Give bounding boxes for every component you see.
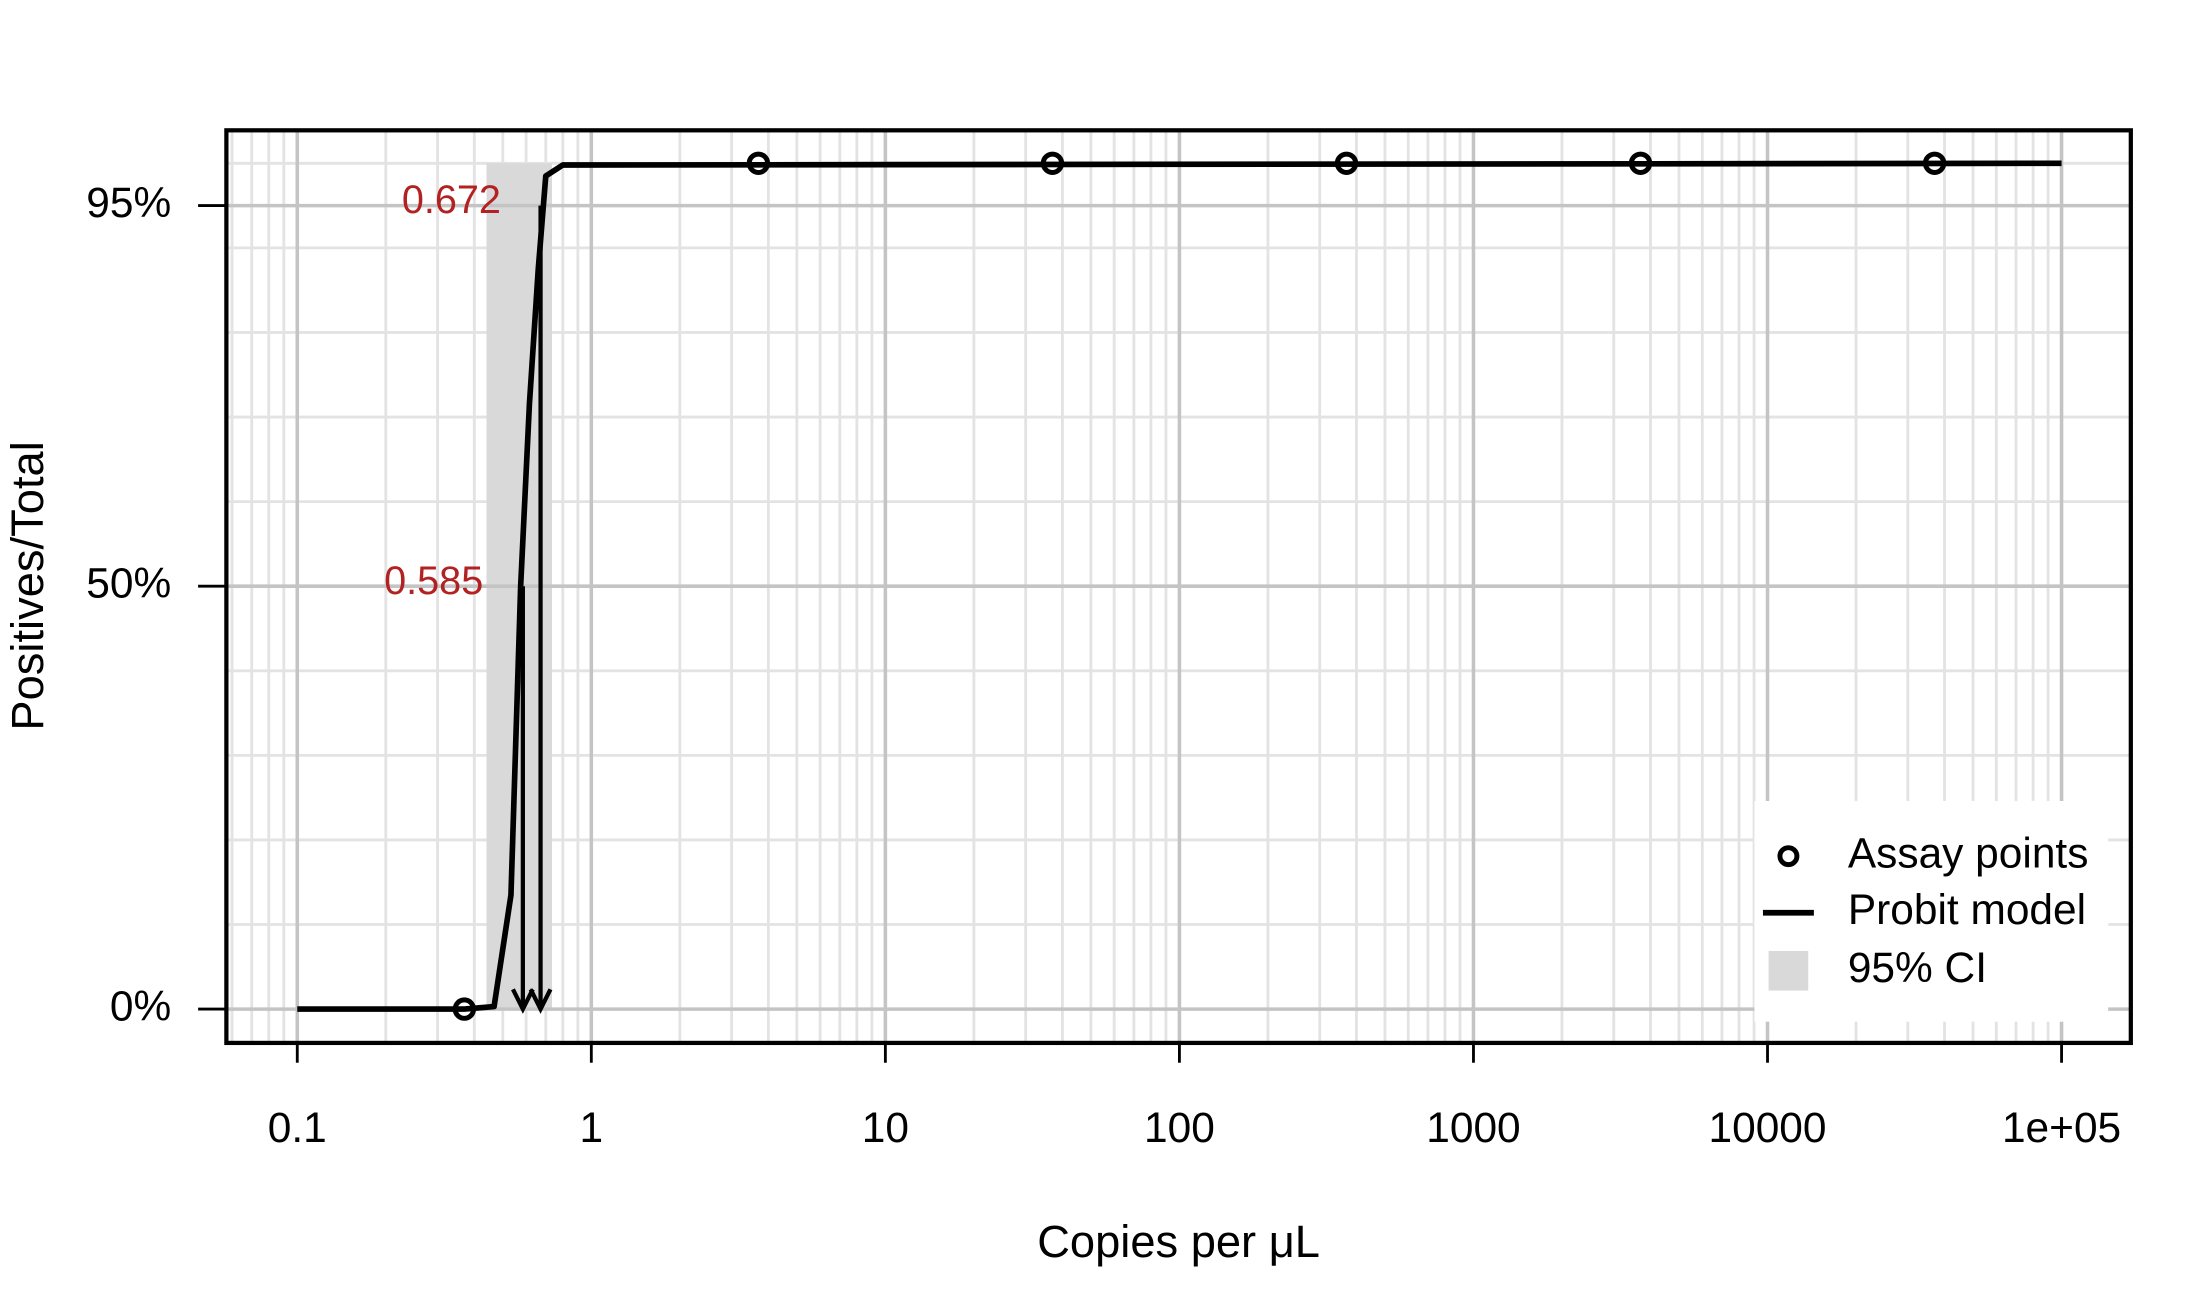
legend-label: 95% CI: [1848, 944, 1987, 991]
x-tick-label: 0.1: [268, 1104, 327, 1151]
y-tick-label: 0%: [110, 982, 171, 1029]
y-tick-label: 50%: [86, 559, 171, 606]
x-tick-label: 1e+05: [2002, 1104, 2121, 1151]
x-tick-label: 1000: [1426, 1104, 1520, 1151]
y-axis-label: Positives/Total: [2, 441, 53, 730]
x-tick-label: 10: [862, 1104, 909, 1151]
annotation-label: 0.672: [402, 178, 501, 222]
x-tick-label: 100: [1144, 1104, 1215, 1151]
arrow-head: [528, 988, 553, 1014]
y-tick-label: 95%: [86, 179, 171, 226]
legend-label: Probit model: [1848, 886, 2086, 933]
legend-label: Assay points: [1848, 829, 2089, 876]
x-axis-label: Copies per μL: [1037, 1216, 1320, 1267]
probit-line: [297, 160, 2062, 1012]
plot-frame: [224, 128, 2133, 1046]
annotation-label: 0.585: [384, 559, 483, 603]
x-tick-label: 1: [580, 1104, 604, 1151]
legend-marker: [1777, 845, 1800, 868]
legend-marker: [1768, 950, 1809, 991]
x-tick-label: 10000: [1709, 1104, 1827, 1151]
arrow-head: [511, 988, 535, 1014]
